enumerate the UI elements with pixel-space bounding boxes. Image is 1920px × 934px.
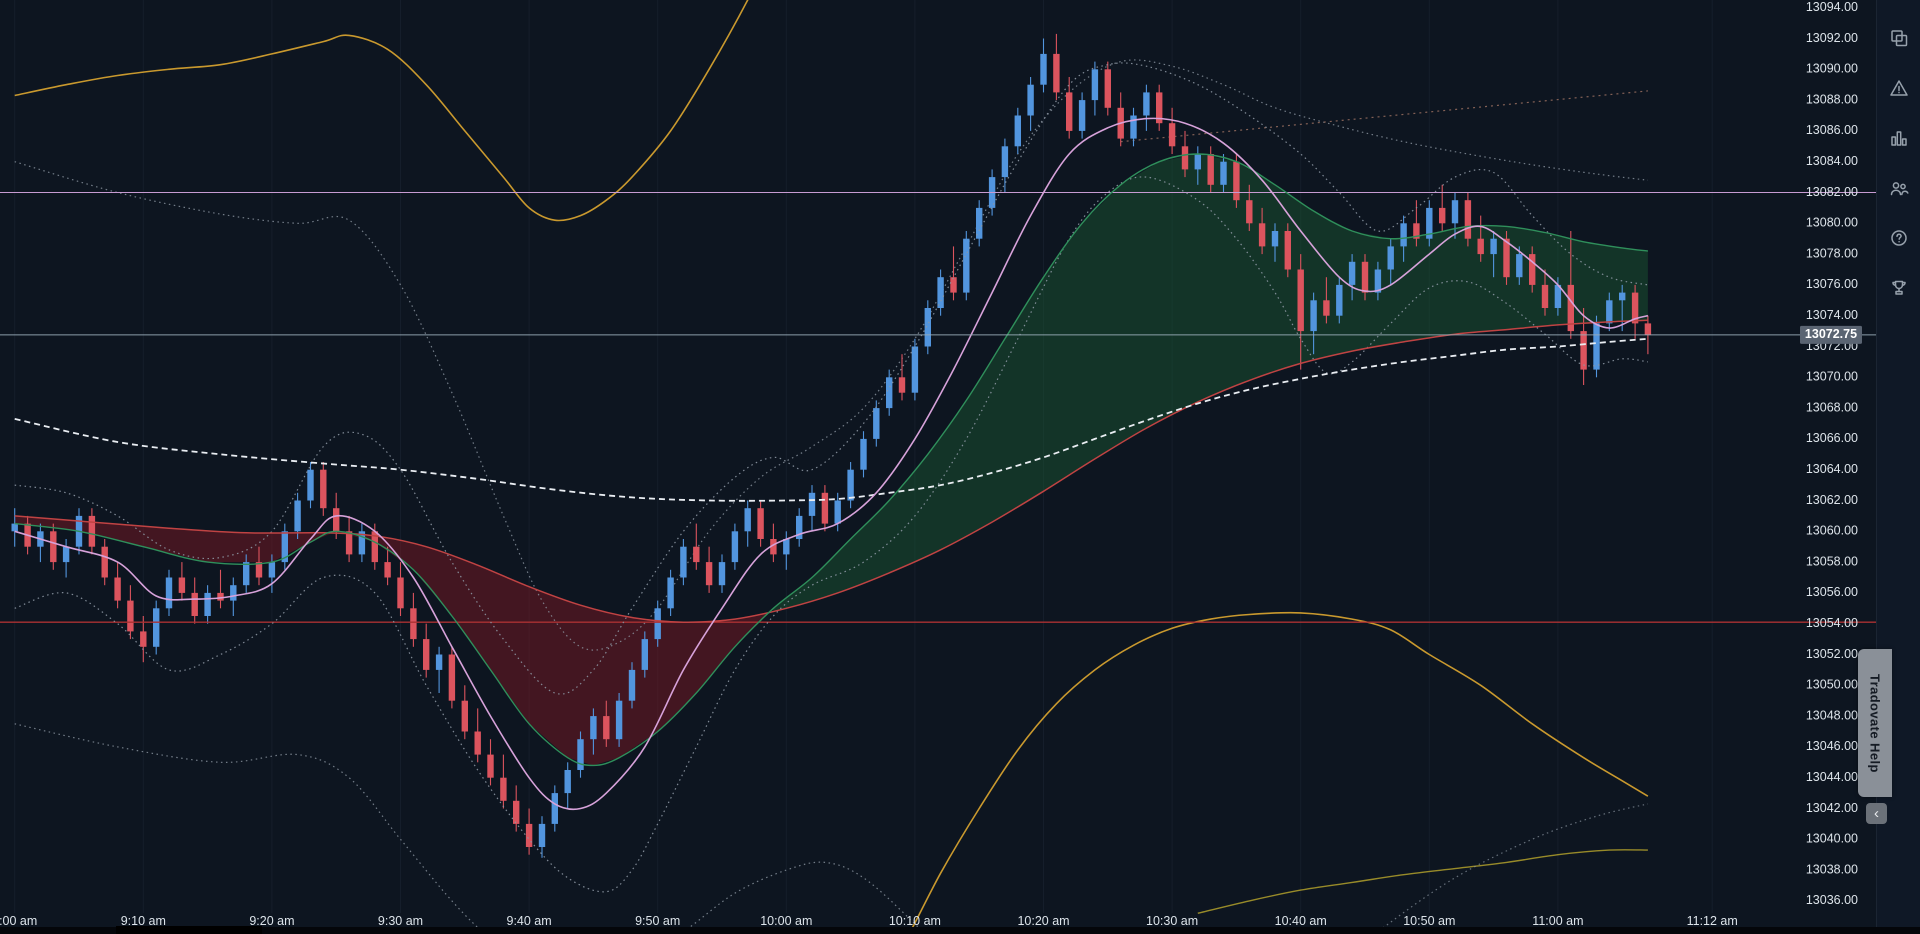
svg-text:9:20 am: 9:20 am [249, 914, 294, 928]
outer-bands-layer [14, 0, 1649, 934]
trophy-glyph [1891, 280, 1906, 295]
svg-text:9:50 am: 9:50 am [635, 914, 680, 928]
grid-layer [14, 0, 1713, 913]
svg-text:9:00 am: 9:00 am [0, 914, 37, 928]
svg-text:11:12 am: 11:12 am [1687, 914, 1738, 928]
svg-text:10:50 am: 10:50 am [1403, 914, 1455, 928]
bb-lower-dotted [14, 176, 1648, 893]
bb-wide-upper-dotted [14, 59, 1648, 651]
tradovate-help-label: Tradovate Help [1867, 673, 1883, 773]
svg-text:13066.00: 13066.00 [1806, 431, 1858, 445]
alert-triangle-glyph [1889, 80, 1908, 96]
svg-text:13074.00: 13074.00 [1806, 308, 1858, 322]
svg-text:13036.00: 13036.00 [1806, 893, 1858, 907]
leaderboard-glyph [1890, 131, 1907, 146]
trophy-icon[interactable] [1887, 276, 1911, 300]
svg-text:11:00 am: 11:00 am [1532, 914, 1583, 928]
svg-text:13086.00: 13086.00 [1806, 123, 1858, 137]
ema-fast-pink [14, 117, 1649, 811]
collapse-chevron-button[interactable]: ‹ [1866, 803, 1887, 824]
leaderboard-icon[interactable] [1887, 126, 1911, 150]
svg-text:13054.00: 13054.00 [1806, 616, 1858, 630]
svg-text:13060.00: 13060.00 [1806, 524, 1858, 538]
horizontal-lines-layer[interactable] [0, 192, 1876, 623]
svg-text:10:40 am: 10:40 am [1275, 914, 1327, 928]
svg-text:13048.00: 13048.00 [1806, 708, 1858, 722]
ema-slow-red [14, 319, 1648, 623]
svg-text:9:40 am: 9:40 am [507, 914, 552, 928]
svg-text:13088.00: 13088.00 [1806, 92, 1858, 106]
svg-text:13044.00: 13044.00 [1806, 770, 1858, 784]
svg-text:10:00 am: 10:00 am [760, 914, 812, 928]
svg-text:13070.00: 13070.00 [1806, 370, 1858, 384]
svg-text:13068.00: 13068.00 [1806, 400, 1858, 414]
svg-text:13076.00: 13076.00 [1806, 277, 1858, 291]
svg-text:13090.00: 13090.00 [1806, 62, 1858, 76]
price-axis[interactable]: 13094.00 13092.00 13090.00 13088.00 13086.00… [1800, 0, 1862, 907]
svg-text:13062.00: 13062.00 [1806, 493, 1858, 507]
windows-icon[interactable] [1887, 26, 1911, 50]
trend-dotted-rose [1120, 90, 1648, 143]
taskbar-item[interactable] [116, 926, 262, 934]
svg-text:13084.00: 13084.00 [1806, 154, 1858, 168]
svg-text:13092.00: 13092.00 [1806, 31, 1858, 45]
bb-upper-dotted [14, 62, 1649, 695]
svg-text:10:30 am: 10:30 am [1146, 914, 1198, 928]
svg-text:10:10 am: 10:10 am [889, 914, 941, 928]
svg-text:13052.00: 13052.00 [1806, 647, 1858, 661]
chart-plot-area[interactable] [0, 0, 1876, 934]
sma-white-dashed [14, 337, 1648, 502]
svg-text:13056.00: 13056.00 [1806, 585, 1858, 599]
svg-text:9:10 am: 9:10 am [121, 914, 166, 928]
svg-text:13072.75: 13072.75 [1805, 327, 1857, 341]
svg-text:13050.00: 13050.00 [1806, 678, 1858, 692]
windows-icon-glyph [1890, 30, 1907, 47]
svg-text:10:20 am: 10:20 am [1017, 914, 1069, 928]
svg-text:13058.00: 13058.00 [1806, 554, 1858, 568]
svg-text:13082.00: 13082.00 [1806, 185, 1858, 199]
svg-text:13040.00: 13040.00 [1806, 832, 1858, 846]
keltner-lower-yellow [908, 611, 1649, 934]
svg-text:13094.00: 13094.00 [1806, 0, 1858, 14]
band-lower-yellow-2 [1197, 849, 1648, 914]
alert-triangle-icon[interactable] [1887, 76, 1911, 100]
moving-averages-layer [14, 62, 1649, 893]
help-circle-icon[interactable] [1887, 226, 1911, 250]
help-circle-glyph [1890, 230, 1907, 246]
svg-text:13064.00: 13064.00 [1806, 462, 1858, 476]
svg-text:13046.00: 13046.00 [1806, 739, 1858, 753]
keltner-upper-yellow [14, 0, 749, 222]
svg-text:13038.00: 13038.00 [1806, 862, 1858, 876]
svg-text:13080.00: 13080.00 [1806, 216, 1858, 230]
svg-text:13042.00: 13042.00 [1806, 801, 1858, 815]
ema-mid-green [14, 153, 1648, 767]
svg-text:9:30 am: 9:30 am [378, 914, 423, 928]
current-price-badge: 13072.75 [1800, 325, 1862, 344]
tradovate-help-tab[interactable]: Tradovate Help [1858, 649, 1892, 797]
chevron-left-icon: ‹ [1874, 805, 1879, 822]
community-glyph [1890, 182, 1909, 196]
svg-text:13078.00: 13078.00 [1806, 246, 1858, 260]
taskbar-strip [0, 927, 1920, 934]
time-axis[interactable]: 9:00 am 9:10 am 9:20 am 9:30 am 9:40 am 9:50 … [0, 914, 1738, 928]
community-icon[interactable] [1887, 176, 1911, 200]
